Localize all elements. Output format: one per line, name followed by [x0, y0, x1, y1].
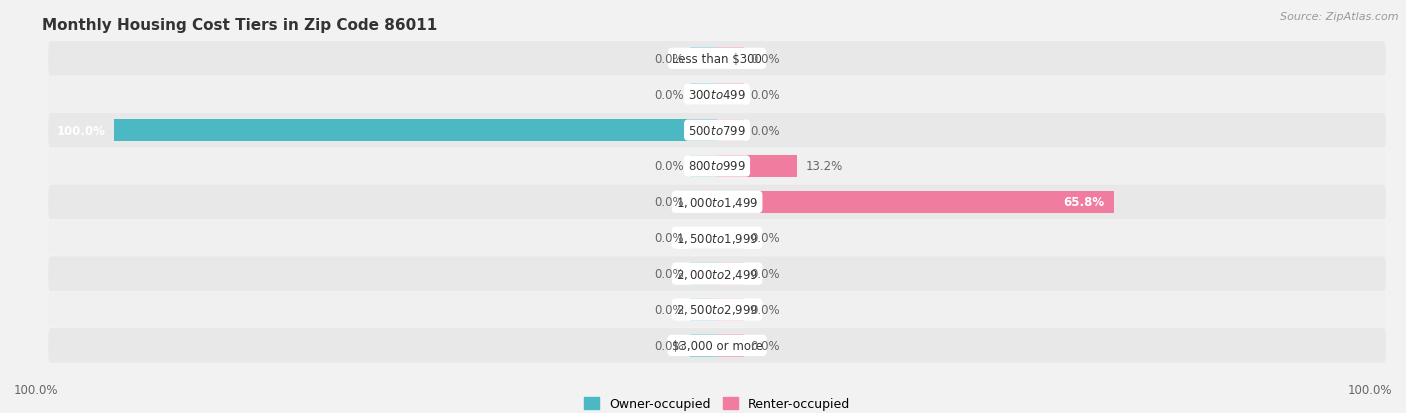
- Bar: [717, 155, 797, 178]
- Text: 0.0%: 0.0%: [751, 124, 780, 137]
- Text: $1,500 to $1,999: $1,500 to $1,999: [676, 231, 758, 245]
- Bar: [717, 227, 744, 249]
- Text: $800 to $999: $800 to $999: [688, 160, 747, 173]
- FancyBboxPatch shape: [48, 328, 1386, 363]
- Bar: [717, 48, 744, 70]
- Text: $300 to $499: $300 to $499: [688, 88, 747, 102]
- Text: $2,500 to $2,999: $2,500 to $2,999: [676, 303, 758, 317]
- Text: $500 to $799: $500 to $799: [688, 124, 747, 137]
- Bar: [690, 48, 717, 70]
- Text: 0.0%: 0.0%: [751, 53, 780, 66]
- Text: 100.0%: 100.0%: [56, 124, 105, 137]
- Bar: [690, 299, 717, 321]
- Bar: [690, 84, 717, 106]
- Bar: [690, 263, 717, 285]
- Text: 0.0%: 0.0%: [654, 160, 683, 173]
- FancyBboxPatch shape: [48, 78, 1386, 112]
- Text: 0.0%: 0.0%: [751, 339, 780, 352]
- Text: 0.0%: 0.0%: [751, 303, 780, 316]
- Text: 100.0%: 100.0%: [1347, 384, 1392, 396]
- Text: 0.0%: 0.0%: [654, 196, 683, 209]
- Bar: [690, 335, 717, 357]
- Bar: [717, 299, 744, 321]
- Text: Source: ZipAtlas.com: Source: ZipAtlas.com: [1281, 12, 1399, 22]
- Bar: [717, 84, 744, 106]
- Bar: [717, 120, 744, 142]
- Text: $3,000 or more: $3,000 or more: [672, 339, 762, 352]
- Text: Monthly Housing Cost Tiers in Zip Code 86011: Monthly Housing Cost Tiers in Zip Code 8…: [42, 18, 437, 33]
- FancyBboxPatch shape: [48, 150, 1386, 184]
- Text: 0.0%: 0.0%: [751, 88, 780, 102]
- Text: 13.2%: 13.2%: [806, 160, 842, 173]
- Text: 0.0%: 0.0%: [654, 268, 683, 280]
- Text: Less than $300: Less than $300: [672, 53, 762, 66]
- Text: 0.0%: 0.0%: [654, 303, 683, 316]
- FancyBboxPatch shape: [48, 257, 1386, 291]
- Bar: [690, 155, 717, 178]
- Text: 65.8%: 65.8%: [1063, 196, 1105, 209]
- Legend: Owner-occupied, Renter-occupied: Owner-occupied, Renter-occupied: [579, 392, 855, 413]
- Text: $2,000 to $2,499: $2,000 to $2,499: [676, 267, 758, 281]
- Bar: [690, 191, 717, 214]
- Text: 0.0%: 0.0%: [654, 88, 683, 102]
- Text: 0.0%: 0.0%: [751, 232, 780, 244]
- Text: 0.0%: 0.0%: [751, 268, 780, 280]
- Text: 0.0%: 0.0%: [654, 232, 683, 244]
- Bar: [717, 191, 1114, 214]
- FancyBboxPatch shape: [48, 114, 1386, 148]
- FancyBboxPatch shape: [48, 221, 1386, 255]
- Bar: [690, 227, 717, 249]
- Bar: [114, 120, 717, 142]
- Bar: [717, 263, 744, 285]
- FancyBboxPatch shape: [48, 292, 1386, 327]
- Text: 100.0%: 100.0%: [14, 384, 59, 396]
- Text: 0.0%: 0.0%: [654, 339, 683, 352]
- Text: 0.0%: 0.0%: [654, 53, 683, 66]
- FancyBboxPatch shape: [48, 185, 1386, 220]
- Bar: [717, 335, 744, 357]
- Text: $1,000 to $1,499: $1,000 to $1,499: [676, 195, 758, 209]
- FancyBboxPatch shape: [48, 42, 1386, 76]
